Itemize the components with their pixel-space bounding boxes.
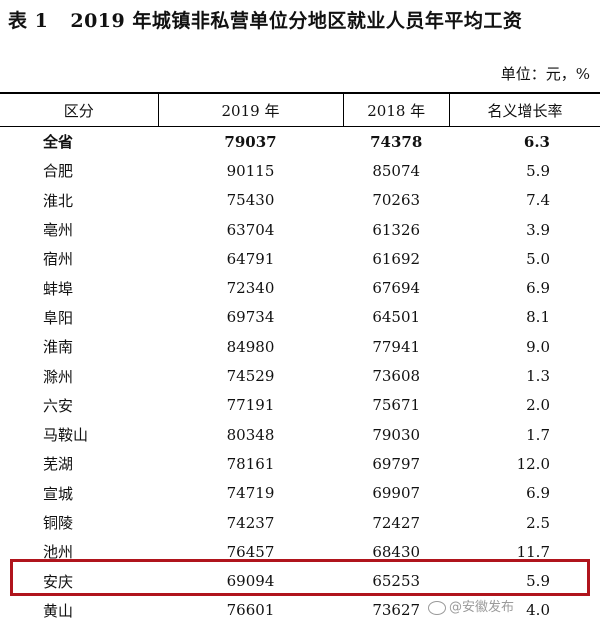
growth-rate-cell: 8.1 [449, 303, 600, 332]
value-2018-cell: 73608 [343, 361, 449, 390]
growth-rate-cell: 1.7 [449, 420, 600, 449]
growth-rate-cell: 12.0 [449, 449, 600, 478]
header-2019: 2019 年 [158, 93, 343, 127]
value-2019-cell: 77191 [158, 391, 343, 420]
growth-rate-cell: 6.9 [449, 479, 600, 508]
value-2019-cell: 74237 [158, 508, 343, 537]
watermark: @安徽发布 [428, 596, 514, 615]
value-2019-cell: 74529 [158, 361, 343, 390]
unit-note: 单位：元，% [501, 63, 590, 84]
value-2018-cell: 61326 [343, 215, 449, 244]
region-cell: 黄山 [0, 596, 158, 625]
region-cell: 全省 [0, 127, 158, 157]
value-2019-cell: 78161 [158, 449, 343, 478]
region-cell: 淮北 [0, 186, 158, 215]
value-2019-cell: 79037 [158, 127, 343, 157]
value-2018-cell: 85074 [343, 156, 449, 185]
value-2018-cell: 77941 [343, 332, 449, 361]
header-2018: 2018 年 [343, 93, 449, 127]
header-region: 区分 [0, 93, 158, 127]
header-growth-rate: 名义增长率 [449, 93, 600, 127]
value-2018-cell: 79030 [343, 420, 449, 449]
weibo-logo-icon [428, 601, 446, 615]
region-cell: 淮南 [0, 332, 158, 361]
region-cell: 马鞍山 [0, 420, 158, 449]
value-2018-cell: 64501 [343, 303, 449, 332]
value-2019-cell: 72340 [158, 273, 343, 302]
value-2019-cell: 64791 [158, 244, 343, 273]
value-2019-cell: 90115 [158, 156, 343, 185]
region-cell: 芜湖 [0, 449, 158, 478]
watermark-text: @安徽发布 [449, 600, 514, 615]
growth-rate-cell: 2.5 [449, 508, 600, 537]
highlight-box [10, 559, 590, 596]
growth-rate-cell: 3.9 [449, 215, 600, 244]
table-title-text: 2019 年城镇非私营单位分地区就业人员年平均工资 [70, 10, 522, 32]
value-2019-cell: 84980 [158, 332, 343, 361]
region-cell: 亳州 [0, 215, 158, 244]
region-cell: 宣城 [0, 479, 158, 508]
growth-rate-cell: 6.3 [449, 127, 600, 157]
value-2019-cell: 76601 [158, 596, 343, 625]
region-cell: 宿州 [0, 244, 158, 273]
value-2018-cell: 69907 [343, 479, 449, 508]
value-2019-cell: 75430 [158, 186, 343, 215]
growth-rate-cell: 1.3 [449, 361, 600, 390]
region-cell: 铜陵 [0, 508, 158, 537]
region-cell: 六安 [0, 391, 158, 420]
table-header-row: 区分 2019 年 2018 年 名义增长率 [0, 93, 600, 127]
growth-rate-cell: 5.9 [449, 156, 600, 185]
value-2018-cell: 72427 [343, 508, 449, 537]
value-2018-cell: 75671 [343, 391, 449, 420]
value-2018-cell: 67694 [343, 273, 449, 302]
value-2018-cell: 61692 [343, 244, 449, 273]
value-2019-cell: 69734 [158, 303, 343, 332]
growth-rate-cell: 7.4 [449, 186, 600, 215]
value-2019-cell: 80348 [158, 420, 343, 449]
growth-rate-cell: 9.0 [449, 332, 600, 361]
value-2018-cell: 74378 [343, 127, 449, 157]
value-2019-cell: 63704 [158, 215, 343, 244]
growth-rate-cell: 5.0 [449, 244, 600, 273]
value-2018-cell: 69797 [343, 449, 449, 478]
growth-rate-cell: 6.9 [449, 273, 600, 302]
growth-rate-cell: 2.0 [449, 391, 600, 420]
region-cell: 阜阳 [0, 303, 158, 332]
table-title: 表 1 2019 年城镇非私营单位分地区就业人员年平均工资 [8, 6, 522, 33]
table-number: 表 1 [8, 10, 48, 32]
region-cell: 合肥 [0, 156, 158, 185]
region-cell: 蚌埠 [0, 273, 158, 302]
value-2018-cell: 70263 [343, 186, 449, 215]
region-cell: 滁州 [0, 361, 158, 390]
value-2019-cell: 74719 [158, 479, 343, 508]
